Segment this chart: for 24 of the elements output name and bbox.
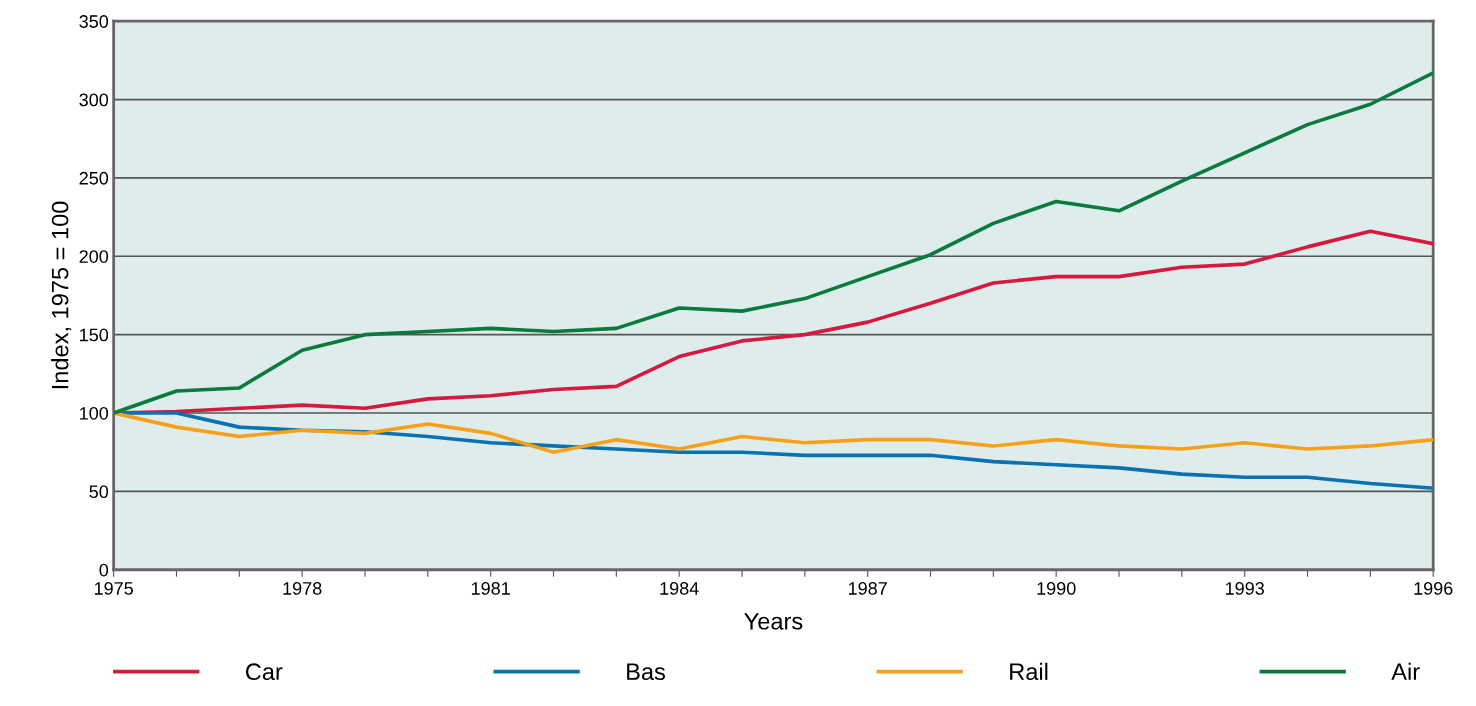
y-tick-label: 100 — [80, 406, 109, 420]
legend-label: Car — [245, 663, 283, 681]
x-tick-label: 1996 — [1414, 582, 1453, 595]
y-tick-label: 250 — [79, 171, 109, 185]
y-tick-label: 0 — [99, 563, 109, 577]
y-tick-label: 300 — [79, 93, 109, 107]
x-axis-title: Years — [744, 613, 803, 630]
y-tick-label: 150 — [80, 328, 109, 342]
y-tick-label: 50 — [89, 485, 109, 499]
legend-label: Air — [1391, 662, 1420, 680]
y-tick-label: 350 — [79, 15, 109, 28]
legend-label: Bas — [627, 663, 666, 681]
x-tick-label: 1987 — [848, 582, 887, 595]
legend-label: Rail — [1010, 662, 1048, 681]
x-tick-label: 1975 — [94, 582, 133, 595]
x-tick-label: 1981 — [471, 582, 510, 595]
x-tick-label: 1993 — [1225, 582, 1264, 595]
y-axis-title: Index, 1975 = 100 — [51, 201, 72, 389]
x-tick-label: 1978 — [283, 582, 322, 595]
line-series — [113, 71, 1434, 415]
x-tick-label: 1984 — [660, 582, 699, 595]
x-tick-label: 1990 — [1037, 582, 1076, 595]
y-tick-label: 200 — [79, 250, 109, 263]
line-series — [113, 411, 1434, 454]
